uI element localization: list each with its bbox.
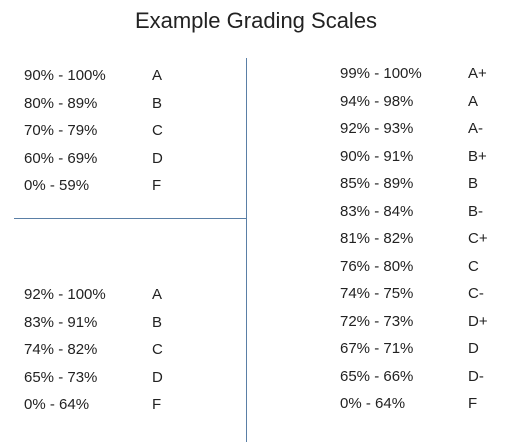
letter-grade: B <box>152 313 163 331</box>
percent-range: 85% - 89% <box>340 175 414 192</box>
percent-range: 81% - 82% <box>340 230 414 247</box>
percent-range: 0% - 59% <box>24 177 90 194</box>
percent-range: 90% - 100% <box>24 67 106 84</box>
percent-range: 65% - 66% <box>340 367 414 385</box>
percent-range: 74% - 82% <box>24 341 98 358</box>
letter-grade: A- <box>468 120 483 137</box>
letter-grade: D+ <box>468 312 488 330</box>
letter-grade: B <box>152 94 163 112</box>
percent-range: 92% - 93% <box>340 120 414 137</box>
percent-range: 0% - 64% <box>340 395 406 412</box>
letter-grade: D <box>152 368 163 386</box>
percent-range: 65% - 73% <box>24 368 98 386</box>
percent-range: 60% - 69% <box>24 149 98 167</box>
percent-range: 90% - 91% <box>340 147 414 165</box>
percent-range: 76% - 80% <box>340 257 414 275</box>
letter-grade: F <box>152 396 162 413</box>
letter-grade: C <box>468 257 479 275</box>
percent-range: 80% - 89% <box>24 94 98 112</box>
letter-grade: A <box>152 286 163 303</box>
letter-grade: A <box>468 92 479 110</box>
letter-grade: B <box>468 175 479 192</box>
letter-grade: C+ <box>468 230 488 247</box>
title: Example Grading Scales <box>134 8 378 33</box>
percent-range: 74% - 75% <box>340 285 414 302</box>
percent-range: 99% - 100% <box>340 65 422 82</box>
percent-range: 83% - 84% <box>340 202 414 220</box>
percent-range: 72% - 73% <box>340 312 414 330</box>
percent-range: 83% - 91% <box>24 313 98 331</box>
letter-grade: C <box>152 341 163 358</box>
divider-vertical <box>246 58 247 442</box>
letter-grade: B+ <box>468 147 487 165</box>
letter-grade: D <box>152 149 163 167</box>
divider-horizontal <box>14 218 246 219</box>
letter-grade: A <box>152 67 163 84</box>
letter-grade: C <box>152 122 163 139</box>
letter-grade: B- <box>468 202 483 220</box>
percent-range: 67% - 71% <box>340 340 414 357</box>
percent-range: 92% - 100% <box>24 286 106 303</box>
percent-range: 70% - 79% <box>24 122 98 139</box>
letter-grade: D- <box>468 367 484 385</box>
letter-grade: C- <box>468 285 484 302</box>
percent-range: 0% - 64% <box>24 396 90 413</box>
percent-range: 94% - 98% <box>340 92 414 110</box>
letter-grade: F <box>152 177 162 194</box>
letter-grade: A+ <box>468 65 487 82</box>
letter-grade: D <box>468 340 479 357</box>
letter-grade: F <box>468 395 478 412</box>
